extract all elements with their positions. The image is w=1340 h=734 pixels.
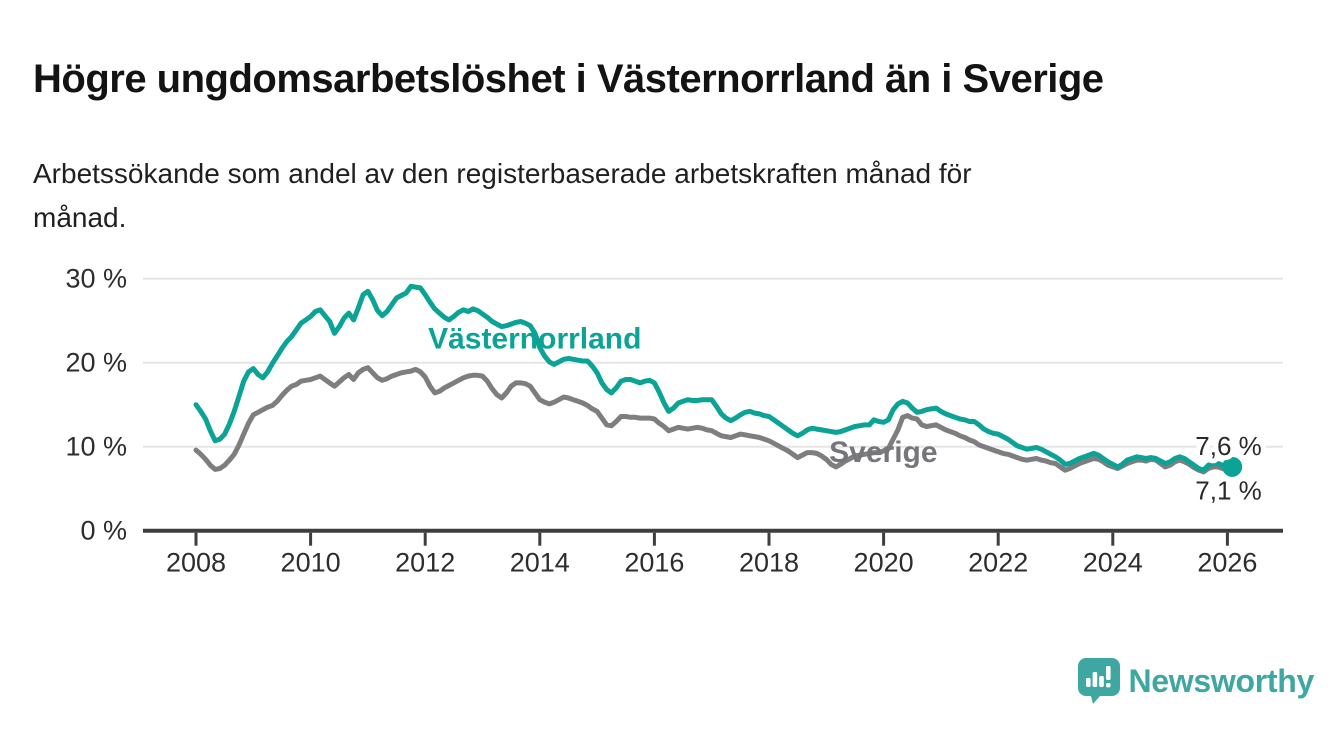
x-tick-label: 2008 [166,548,226,578]
x-tick-label: 2026 [1197,548,1257,578]
chart-subtitle: Arbetssökande som andel av den registerb… [33,152,1233,240]
end-value-top: 7,6 % [1195,431,1262,461]
vasternorrland-label: Västernorrland [428,322,641,355]
subtitle-line-2: månad. [33,202,127,233]
x-tick-label: 2012 [395,548,455,578]
x-tick-label: 2024 [1083,548,1143,578]
subtitle-line-1: Arbetssökande som andel av den registerb… [33,158,972,189]
y-tick-label: 20 % [65,348,127,378]
series-endpoint-dot [1222,456,1243,477]
series-line-sverige [193,365,1235,475]
sverige-label: Sverige [829,436,937,469]
x-tick-label: 2016 [624,548,684,578]
page-title: Högre ungdomsarbetslöshet i Västernorrla… [33,56,1104,101]
brand-wordmark: Newsworthy [1128,662,1315,699]
x-tick-label: 2022 [968,548,1028,578]
y-tick-label: 30 % [65,264,127,294]
x-tick-label: 2020 [854,548,914,578]
x-tick-label: 2014 [510,548,570,578]
end-value-bottom: 7,1 % [1195,476,1262,506]
y-tick-label: 10 % [65,432,127,462]
series-line-vsternorrland [193,283,1235,473]
bar-chart-speech-bubble-icon [1077,658,1120,704]
newsworthy-brand: Newsworthy [1077,658,1315,704]
x-tick-label: 2010 [281,548,341,578]
x-tick-label: 2018 [739,548,799,578]
y-tick-label: 0 % [80,516,127,546]
